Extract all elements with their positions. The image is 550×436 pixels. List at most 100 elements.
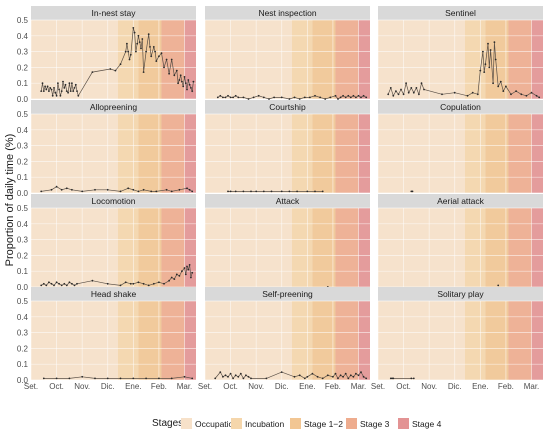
stage-band — [485, 301, 509, 380]
grid-lines — [30, 113, 196, 194]
data-point — [58, 88, 60, 91]
data-point — [152, 46, 155, 48]
data-point — [53, 284, 55, 287]
data-point — [247, 375, 250, 378]
stage-band — [378, 114, 465, 193]
panels: In-nest stay 0.0 0.1 0.2 0.3 0.4 0.5 Nest inspe… — [17, 6, 543, 391]
data-point — [40, 90, 43, 92]
stage-band — [335, 114, 359, 193]
data-point — [46, 85, 49, 88]
panel-courtship: Courtship — [204, 100, 370, 194]
data-point — [412, 91, 415, 94]
data-point — [321, 377, 324, 380]
y-tick-label: 0.4 — [17, 126, 29, 135]
facet-strip — [205, 287, 370, 301]
y-tick-label: 0.2 — [17, 63, 29, 72]
data-point — [160, 52, 163, 55]
stage-band — [184, 301, 196, 380]
data-point — [476, 93, 479, 96]
x-tick-label: Nov. — [248, 382, 264, 391]
stage-band — [161, 114, 185, 193]
data-point — [147, 284, 150, 287]
y-tick-label: 0.0 — [17, 283, 29, 292]
data-point — [165, 58, 168, 61]
x-tick-label: Set. — [198, 382, 212, 391]
data-point — [42, 377, 45, 380]
data-point — [441, 93, 443, 96]
y-tick-label: 0.1 — [17, 360, 29, 369]
data-point — [41, 82, 44, 85]
data-point — [497, 284, 500, 287]
data-point — [76, 90, 78, 92]
stage-band — [184, 20, 196, 99]
data-point — [129, 53, 132, 56]
data-point — [137, 281, 140, 284]
data-point — [141, 38, 144, 40]
stage-band — [485, 114, 509, 193]
data-point — [453, 91, 456, 94]
data-point — [188, 83, 191, 86]
data-point — [247, 98, 250, 100]
data-point — [229, 96, 232, 99]
data-point — [219, 371, 222, 373]
stage-band — [531, 301, 543, 380]
data-point — [311, 372, 314, 375]
data-point — [190, 87, 192, 89]
data-point — [214, 377, 217, 380]
data-point — [142, 71, 145, 73]
stage-band — [464, 208, 486, 287]
y-tick-label: 0.1 — [17, 79, 29, 88]
data-point — [42, 282, 45, 285]
grid-lines — [204, 300, 370, 381]
data-point — [60, 188, 63, 191]
legend-title: Stages — [152, 418, 183, 429]
stage-band — [378, 20, 465, 99]
data-point — [191, 90, 194, 92]
data-point — [81, 375, 84, 378]
legend-swatch — [290, 418, 301, 429]
panel-copulation: Copulation — [377, 100, 543, 194]
data-point — [179, 74, 182, 77]
data-point — [280, 96, 283, 99]
data-point — [114, 69, 117, 72]
data-point — [182, 85, 185, 88]
data-point — [55, 377, 58, 380]
legend-label: Incubation — [245, 419, 284, 429]
data-point — [170, 58, 173, 61]
panel-nest-inspection: Nest inspection — [204, 6, 370, 100]
data-point — [124, 281, 127, 284]
data-point — [124, 50, 127, 53]
y-tick-label: 0.5 — [17, 110, 29, 119]
data-point — [407, 91, 410, 94]
data-point — [68, 281, 71, 284]
data-point — [133, 31, 136, 34]
data-point — [63, 282, 66, 285]
y-tick-label: 0.5 — [17, 16, 29, 25]
y-tick-label: 0.0 — [17, 189, 29, 198]
stage-band — [378, 301, 465, 380]
panel-locomotion: Locomotion 0.0 0.1 0.2 0.3 0.4 0.5 — [17, 194, 196, 292]
facet-title: Nest inspection — [258, 8, 316, 18]
facet-strip — [378, 194, 543, 208]
data-point — [145, 377, 148, 380]
data-point — [337, 377, 339, 380]
grid-lines — [30, 19, 196, 100]
data-point — [129, 282, 132, 285]
stage-band — [485, 208, 509, 287]
data-point — [344, 372, 347, 375]
facet-title: Courtship — [269, 102, 306, 112]
data-point — [222, 96, 224, 99]
data-point — [183, 375, 186, 378]
facet-strip — [31, 287, 196, 301]
stage-band — [138, 114, 162, 193]
data-point — [296, 190, 298, 193]
data-point — [155, 190, 158, 193]
y-tick-label: 0.0 — [17, 376, 29, 385]
data-point — [126, 42, 128, 45]
facet-strip — [205, 194, 370, 208]
data-point — [106, 188, 109, 191]
data-point — [186, 187, 188, 190]
data-point — [410, 87, 413, 89]
stage-band — [161, 301, 185, 380]
data-point — [349, 96, 352, 99]
